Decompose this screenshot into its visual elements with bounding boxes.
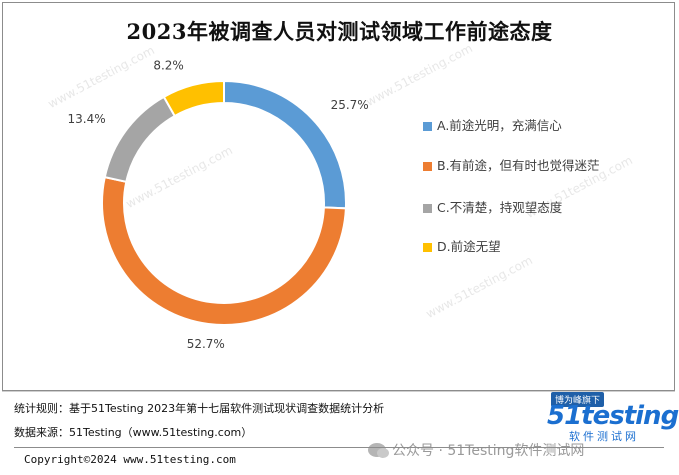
- legend-swatch: [423, 162, 432, 171]
- slice-c: [103, 95, 177, 183]
- stats-rule: 统计规则：基于51Testing 2023年第十七届软件测试现状调查数据统计分析: [14, 402, 385, 415]
- slice-labels: 25.7% 52.7% 13.4% 8.2%: [68, 59, 369, 351]
- wechat-text: 公众号 · 51Testing软件测试网: [392, 443, 585, 459]
- wechat-icon: [368, 443, 389, 458]
- data-source: 数据来源：51Testing（www.51testing.com）: [14, 426, 253, 439]
- chart-title: 2023年被调查人员对测试领域工作前途态度: [126, 19, 553, 44]
- logo-badge: 博为峰旗下: [551, 392, 605, 407]
- legend-label: C.不清楚，持观望态度: [437, 200, 563, 215]
- legend-swatch: [423, 243, 432, 252]
- logo-sub: 软件测试网: [569, 430, 639, 443]
- slice-b: [101, 175, 347, 326]
- wechat-watermark: 公众号 · 51Testing软件测试网: [368, 440, 584, 460]
- logo-main: 51testing: [547, 401, 679, 431]
- data-label: 52.7%: [187, 337, 225, 351]
- data-label: 13.4%: [68, 112, 106, 126]
- legend-label: D.前途无望: [437, 239, 501, 254]
- legend-label: B.有前途，但有时也觉得迷茫: [437, 158, 600, 173]
- donut-slices: [101, 79, 347, 326]
- legend-swatch: [423, 204, 432, 213]
- legend-label: A.前途光明，充满信心: [437, 118, 562, 133]
- copyright: Copyright©2024 www.51testing.com: [24, 453, 236, 466]
- data-label: 8.2%: [153, 59, 184, 73]
- legend-item-b: B.有前途，但有时也觉得迷茫: [423, 158, 617, 174]
- slice-a: [223, 79, 347, 210]
- legend-item-a: A.前途光明，充满信心: [423, 118, 627, 134]
- chart-frame: [2, 2, 675, 391]
- legend-item-c: C.不清楚，持观望态度: [423, 200, 627, 216]
- legend-item-d: D.前途无望: [423, 239, 627, 255]
- divider: [14, 447, 664, 448]
- data-label: 25.7%: [331, 98, 369, 112]
- slice-d: [162, 79, 225, 118]
- legend-swatch: [423, 122, 432, 131]
- divider: [2, 391, 675, 392]
- logo: 博为峰旗下 51testing 软件测试网: [543, 392, 679, 444]
